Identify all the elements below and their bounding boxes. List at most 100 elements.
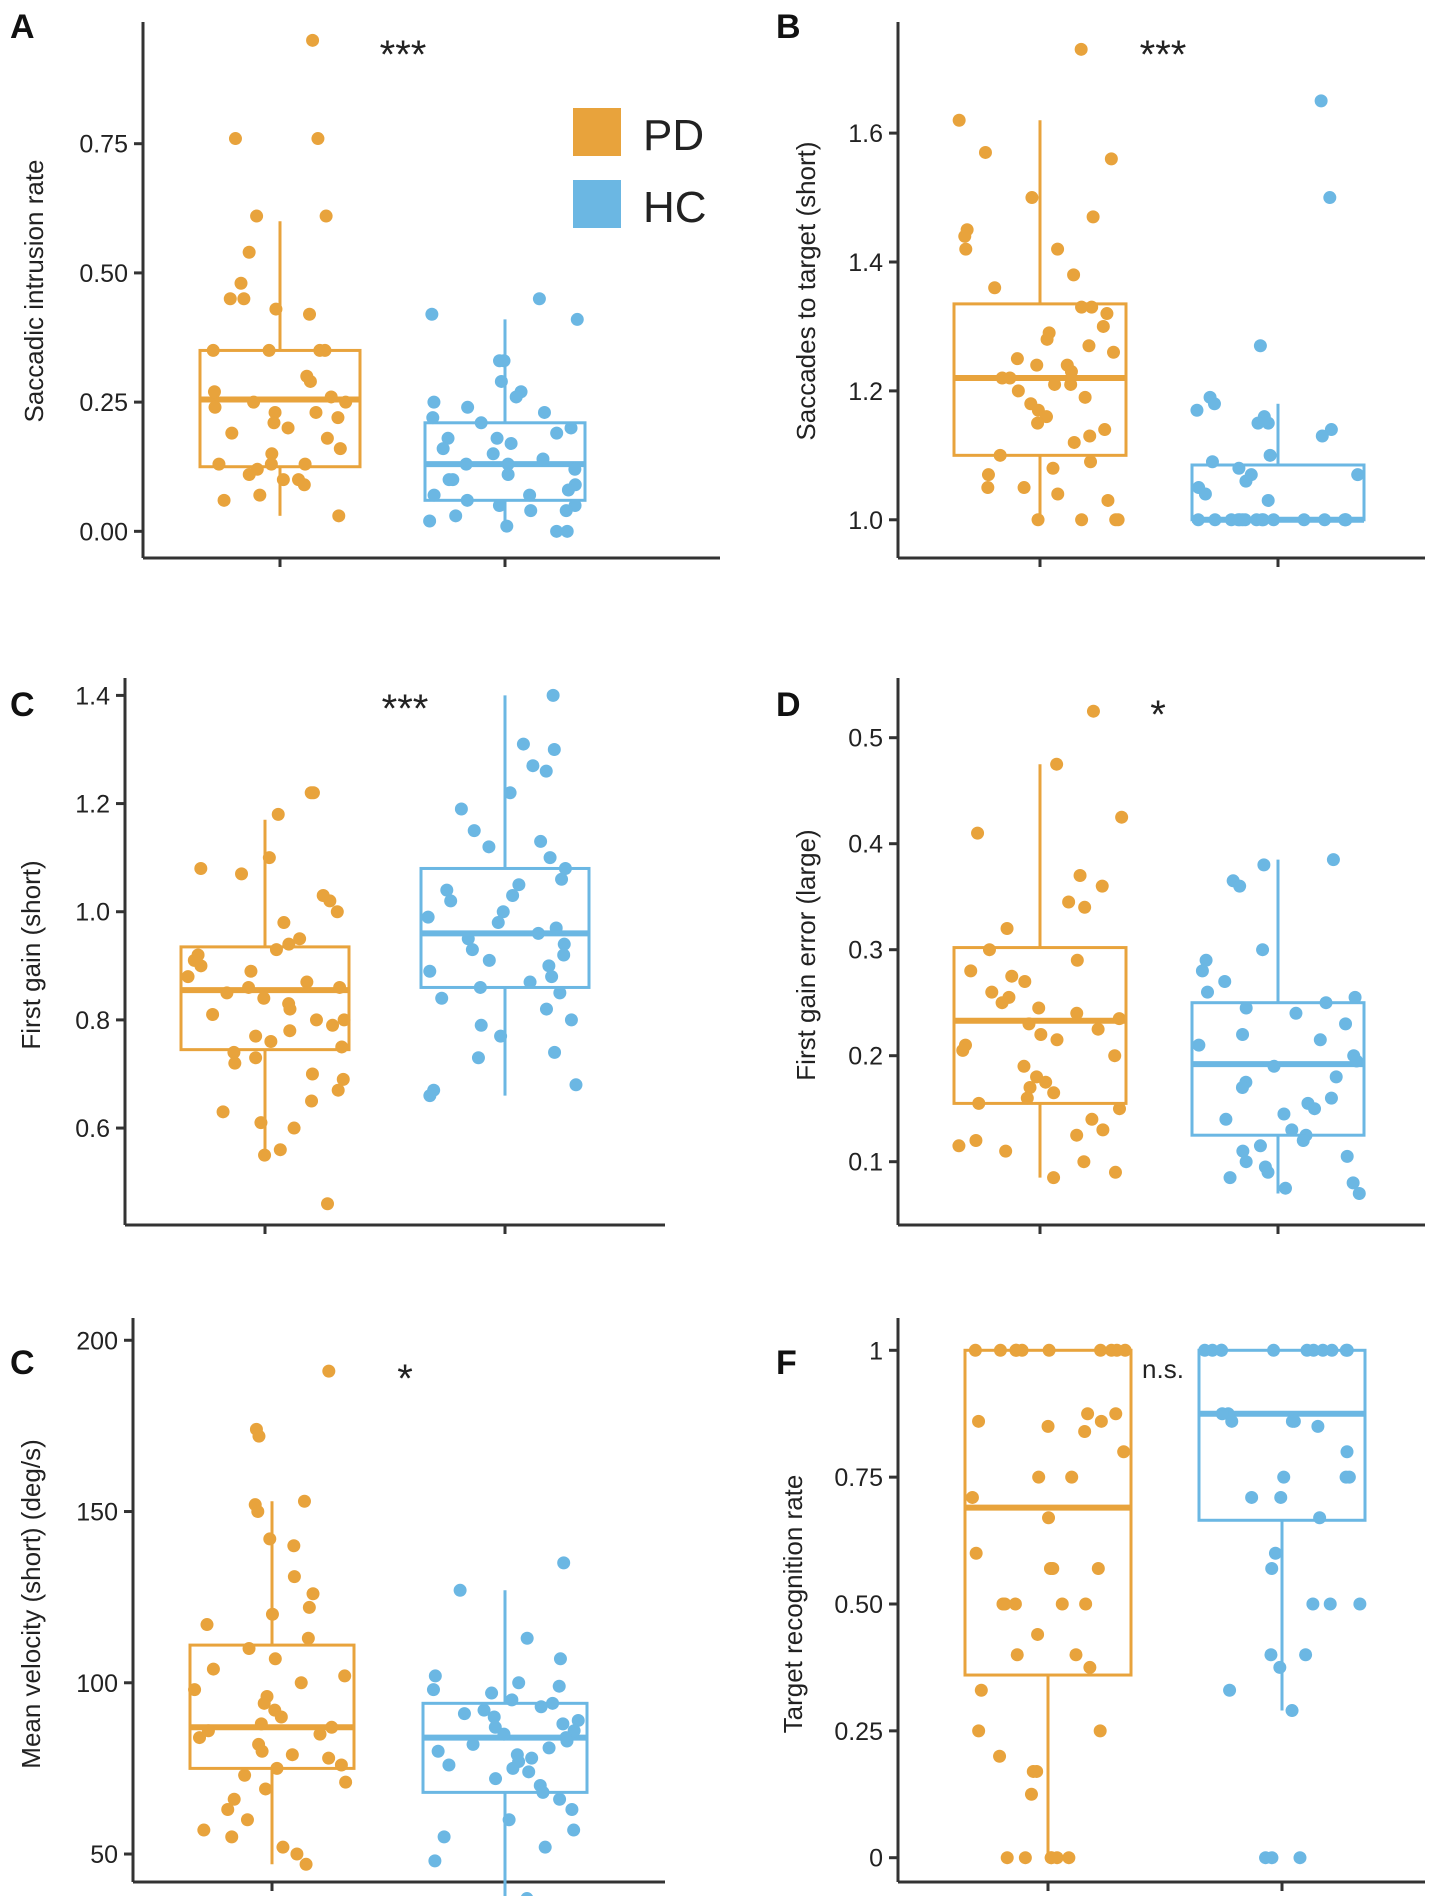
data-point xyxy=(968,1343,982,1357)
data-point xyxy=(1070,953,1084,967)
data-point xyxy=(1048,377,1062,391)
data-point xyxy=(306,33,320,47)
data-point xyxy=(466,1737,480,1751)
data-point xyxy=(1031,1627,1045,1641)
data-point xyxy=(1300,1343,1314,1357)
data-point xyxy=(331,1083,345,1097)
data-point xyxy=(1064,365,1078,379)
data-point xyxy=(1273,1660,1287,1674)
panel-letter: C xyxy=(10,686,35,724)
data-point xyxy=(253,488,267,502)
data-point xyxy=(225,426,239,440)
data-point xyxy=(1265,1851,1279,1865)
data-point xyxy=(324,390,338,404)
data-point xyxy=(332,509,346,523)
data-point xyxy=(996,1597,1010,1611)
data-point xyxy=(257,1696,271,1710)
data-point xyxy=(553,1792,567,1806)
panel-2: C 0.6 0.8 1.0 1.2 1.4 First gain (short) *** xyxy=(10,678,665,1234)
data-point xyxy=(426,411,440,425)
y-axis-title: Mean velocity (short) (deg/s) xyxy=(16,1439,46,1768)
data-point xyxy=(1205,1343,1219,1357)
data-point xyxy=(993,1343,1007,1357)
y-tick-label: 0.25 xyxy=(834,1718,883,1746)
data-point xyxy=(988,281,1002,295)
data-point xyxy=(287,1539,301,1553)
data-point xyxy=(457,1707,471,1721)
data-point xyxy=(547,742,561,756)
data-point xyxy=(1050,757,1064,771)
data-point xyxy=(1342,1470,1356,1484)
data-point xyxy=(556,1717,570,1731)
data-point xyxy=(553,986,567,1000)
data-point xyxy=(512,1676,526,1690)
data-point xyxy=(217,493,231,507)
group-HC xyxy=(1190,94,1366,527)
data-point xyxy=(1046,461,1060,475)
data-point xyxy=(274,1710,288,1724)
data-point xyxy=(339,395,353,409)
data-point xyxy=(1084,455,1098,469)
data-point xyxy=(306,786,320,800)
box-PD xyxy=(952,946,1128,1105)
data-point xyxy=(1018,975,1032,988)
data-point xyxy=(258,1148,272,1162)
y-axis-title: Saccades to target (short) xyxy=(791,141,821,440)
data-point xyxy=(1257,858,1271,872)
data-point xyxy=(1050,1033,1064,1047)
data-point xyxy=(974,1683,988,1697)
data-point xyxy=(321,1197,335,1211)
data-point xyxy=(482,840,496,854)
data-point xyxy=(305,1067,319,1081)
data-point xyxy=(460,493,474,507)
data-point xyxy=(1039,1075,1053,1089)
data-point xyxy=(1256,943,1270,957)
data-point xyxy=(425,307,439,321)
box-HC xyxy=(1190,463,1366,522)
data-point xyxy=(571,1713,585,1727)
data-point xyxy=(534,1700,548,1714)
data-point xyxy=(1042,1511,1056,1525)
data-point xyxy=(255,1744,269,1758)
data-point xyxy=(972,1414,986,1428)
data-point xyxy=(435,991,449,1005)
data-point xyxy=(993,448,1007,462)
data-point xyxy=(333,442,347,456)
data-point xyxy=(322,1751,336,1765)
data-point xyxy=(491,916,505,930)
group-HC xyxy=(423,292,587,538)
data-point xyxy=(1311,1419,1325,1433)
data-point xyxy=(999,1144,1013,1158)
data-point xyxy=(1067,435,1081,449)
data-point xyxy=(1265,1561,1279,1575)
data-point xyxy=(1010,1648,1024,1662)
data-point xyxy=(1065,1470,1079,1484)
y-axis-title: Saccadic intrusion rate xyxy=(19,159,49,422)
data-point xyxy=(1233,879,1247,893)
data-point xyxy=(1274,1490,1288,1504)
data-point xyxy=(1025,191,1039,205)
data-point xyxy=(194,959,208,973)
data-point xyxy=(981,468,995,482)
data-point xyxy=(298,457,312,471)
data-point xyxy=(503,786,517,800)
data-point xyxy=(242,980,256,994)
legend-label: HC xyxy=(643,183,707,232)
data-point xyxy=(1329,1070,1343,1084)
data-point xyxy=(1074,42,1088,56)
legend: PD HC xyxy=(573,108,707,232)
data-point xyxy=(423,964,437,978)
data-point xyxy=(331,411,345,425)
data-point xyxy=(1005,969,1019,983)
data-point xyxy=(263,1532,277,1546)
data-point xyxy=(1115,810,1129,824)
data-point xyxy=(1239,1155,1253,1169)
data-point xyxy=(287,1121,301,1135)
data-point xyxy=(1239,1001,1253,1015)
data-point xyxy=(1018,1851,1032,1865)
panel-letter: F xyxy=(776,1344,797,1382)
data-point xyxy=(276,1840,290,1854)
data-point xyxy=(485,1686,499,1700)
data-point xyxy=(254,1717,268,1731)
y-tick-label: 0.75 xyxy=(79,131,128,159)
